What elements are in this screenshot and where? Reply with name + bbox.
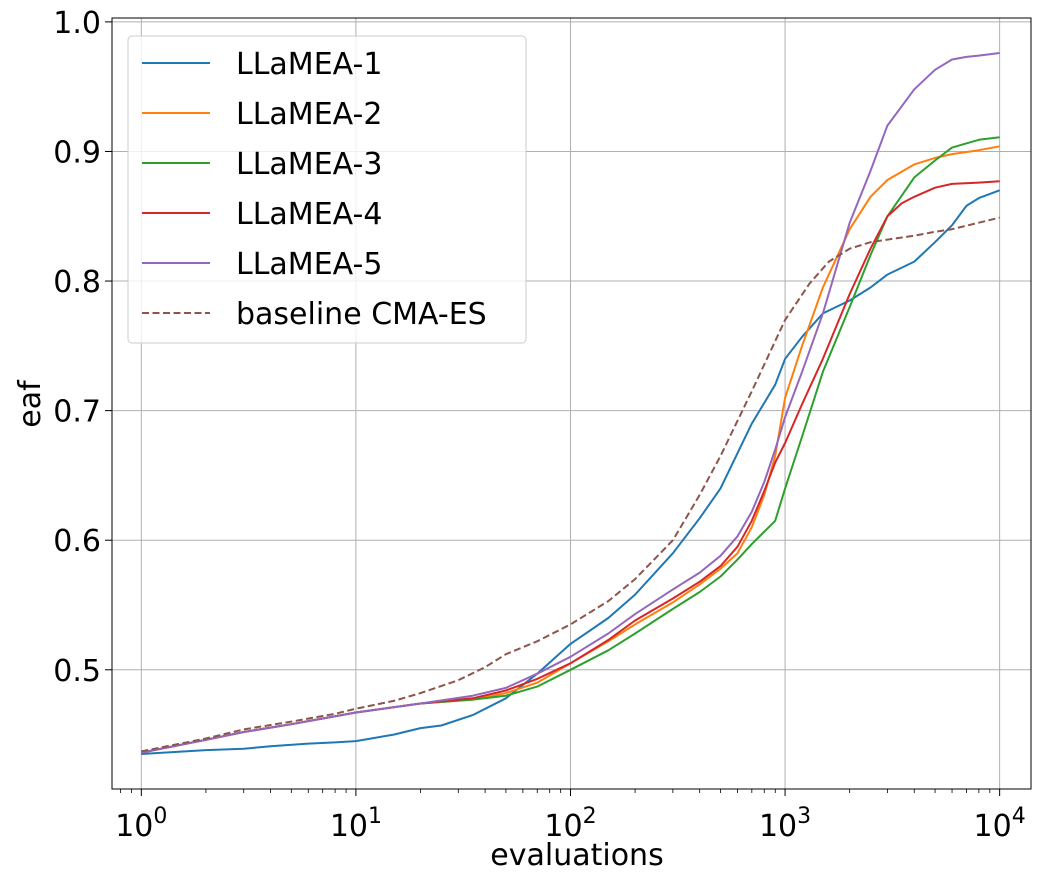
x-tick-base: 10 <box>974 809 1012 844</box>
legend-label-4: LLaMEA-4 <box>236 197 382 232</box>
x-tick-exponent: 4 <box>1012 804 1026 829</box>
x-tick-base: 10 <box>115 809 153 844</box>
y-tick-label: 0.7 <box>53 395 101 430</box>
legend-label-1: LLaMEA-1 <box>236 47 382 82</box>
legend-label-5: LLaMEA-5 <box>236 247 382 282</box>
x-tick-label: 101 <box>330 804 382 844</box>
x-tick-label: 102 <box>544 804 596 844</box>
x-tick-base: 10 <box>330 809 368 844</box>
x-axis-ticks: 100 101 102 103 104 <box>115 789 1026 844</box>
legend-label-3: LLaMEA-3 <box>236 147 382 182</box>
x-tick-label: 100 <box>115 804 167 844</box>
series-line-6 <box>141 216 1000 753</box>
x-tick-base: 10 <box>544 809 582 844</box>
y-tick-label: 0.8 <box>53 265 101 300</box>
x-tick-label: 104 <box>974 804 1026 844</box>
series-line-5 <box>141 52 1000 754</box>
plot-area-frame <box>111 17 1032 790</box>
legend-label-6: baseline CMA-ES <box>236 297 487 332</box>
y-tick-label: 0.5 <box>53 654 101 689</box>
x-tick-base: 10 <box>759 809 797 844</box>
series-lines <box>141 52 1000 755</box>
series-line-1 <box>141 189 1000 755</box>
legend-box <box>127 35 527 344</box>
y-tick-label: 0.6 <box>53 524 101 559</box>
y-tick-label: 1.0 <box>53 6 101 41</box>
x-tick-exponent: 2 <box>583 804 597 829</box>
x-axis-title: evaluations <box>490 838 663 873</box>
x-tick-exponent: 0 <box>153 804 167 829</box>
y-axis-title: eaf <box>13 379 48 428</box>
legend-label-2: LLaMEA-2 <box>236 97 382 132</box>
x-tick-exponent: 3 <box>797 804 811 829</box>
y-axis-ticks: 0.5 0.6 0.7 0.8 0.9 1.0 <box>53 6 112 689</box>
legend: LLaMEA-1 LLaMEA-2 LLaMEA-3 LLaMEA-4 LLaMEA-5… <box>127 35 527 344</box>
y-tick-label: 0.9 <box>53 135 101 170</box>
x-tick-label: 103 <box>759 804 811 844</box>
x-tick-exponent: 1 <box>368 804 382 829</box>
